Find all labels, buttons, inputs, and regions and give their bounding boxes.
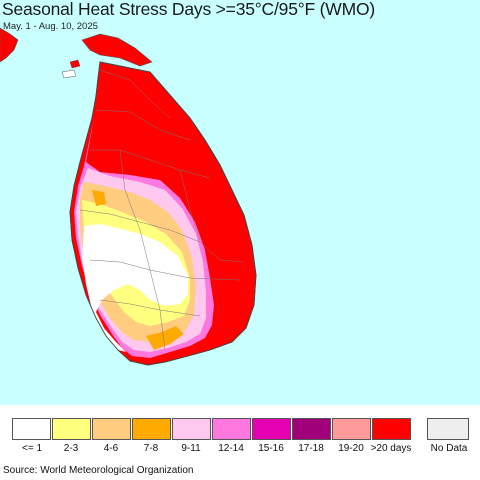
legend-label-12-14: 12-14 [218,443,244,454]
map-area: Seasonal Heat Stress Days >=35°C/95°F (W… [0,0,480,405]
legend-swatch-no-data [427,418,469,440]
legend-label-19-20: 19-20 [338,443,364,454]
orange-patch-south [146,326,184,350]
legend-swatch-gt20 [372,418,411,440]
district-boundaries [79,69,245,351]
legend-label-2-3: 2-3 [63,443,79,454]
legend-label-15-16: 15-16 [258,443,284,454]
legend-label-no-data: No Data [430,443,468,454]
legend-label-gt20: >20 days [370,443,412,454]
jaffna-peninsula [81,33,153,67]
island-delft [69,59,81,69]
legend-swatch-17-18 [292,418,331,440]
legend-swatch-9-11 [172,418,211,440]
sri-lanka-heat-map [0,27,257,366]
coastline [69,61,257,366]
legend: <= 1 2-3 4-6 7-8 9-11 12-14 15-16 17-18 … [0,412,480,457]
legend-swatch-19-20 [332,418,371,440]
legend-swatch-4-6 [92,418,131,440]
legend-swatch-15-16 [252,418,291,440]
legend-label-4-6: 4-6 [103,443,119,454]
legend-label-17-18: 17-18 [298,443,324,454]
legend-swatch-7-8 [132,418,171,440]
map-title: Seasonal Heat Stress Days >=35°C/95°F (W… [2,0,376,19]
legend-label-9-11: 9-11 [181,443,201,454]
legend-label-le1: <= 1 [21,443,43,454]
island-mannar [61,69,77,79]
orange-patch-west [92,190,106,206]
map-subtitle: May. 1 - Aug. 10, 2025 [3,21,98,32]
legend-swatch-le1 [12,418,51,440]
source-credit: Source: World Meteorological Organizatio… [3,465,194,476]
white-zone [82,224,188,352]
legend-label-7-8: 7-8 [143,443,159,454]
legend-swatch-12-14 [212,418,251,440]
india-coast [0,27,19,63]
legend-swatch-2-3 [52,418,91,440]
